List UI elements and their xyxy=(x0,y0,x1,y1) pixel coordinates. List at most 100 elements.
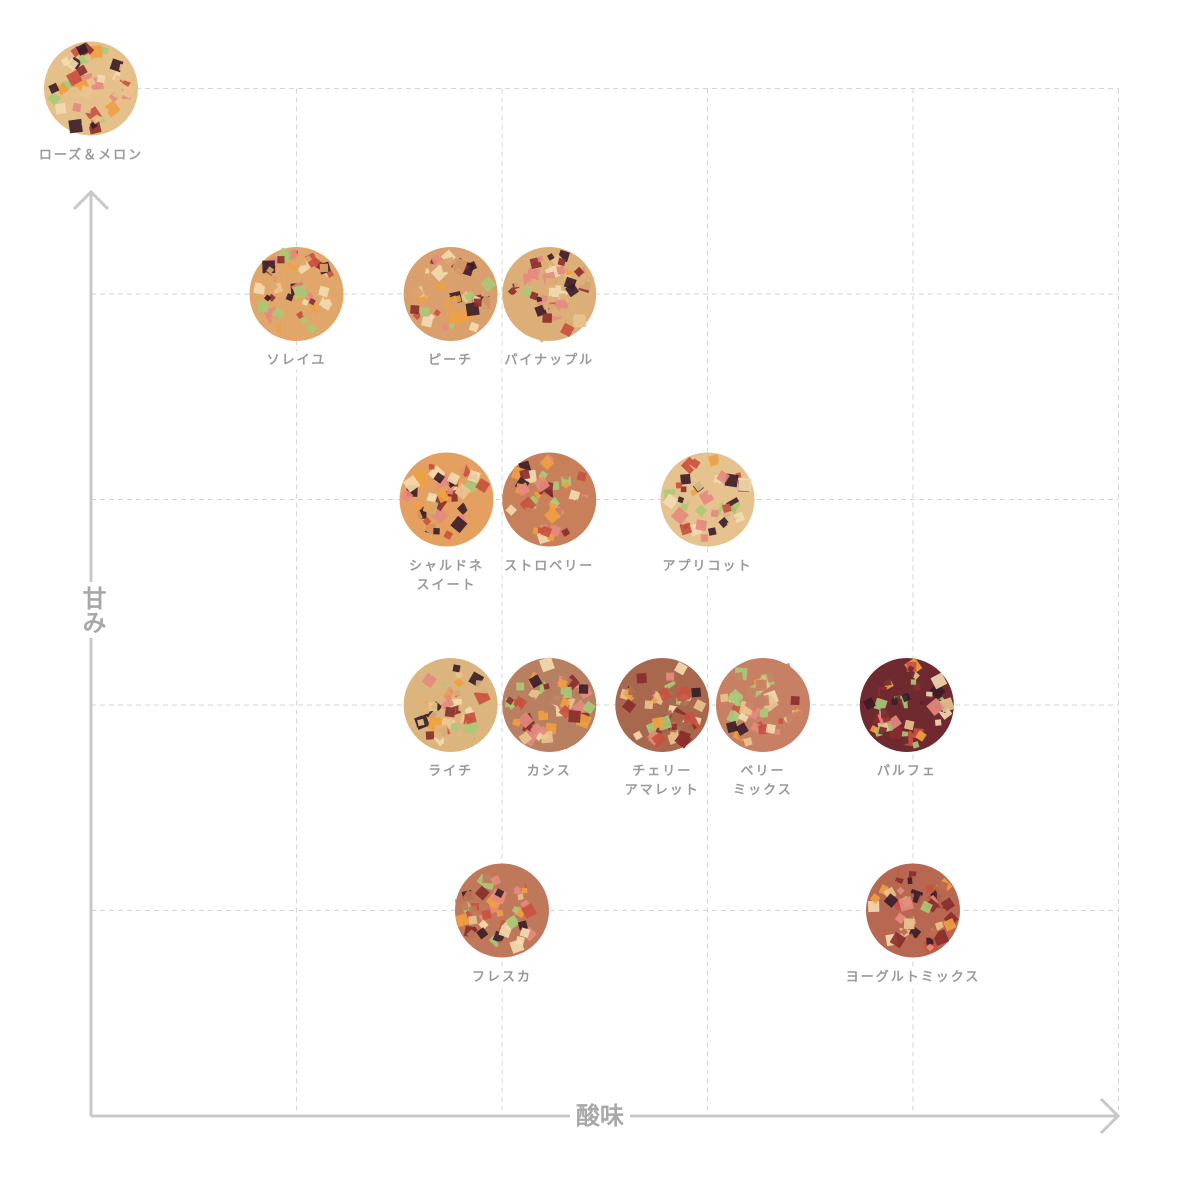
tea-fragment xyxy=(642,736,649,744)
tea-fragment xyxy=(881,713,892,723)
tea-fragment xyxy=(669,684,681,696)
tea-fragment xyxy=(68,118,83,134)
tea-fragment xyxy=(907,665,915,673)
tea-fragment xyxy=(914,716,926,728)
tea-fragment xyxy=(274,266,288,280)
tea-fragment xyxy=(290,321,305,336)
tea-fragment xyxy=(632,707,643,718)
tea-fragment xyxy=(266,266,275,275)
tea-fragment xyxy=(548,284,562,298)
tea-fragment xyxy=(474,885,490,901)
tea-fragment xyxy=(670,506,689,525)
tea-fragment xyxy=(296,310,305,320)
tea-fragment xyxy=(537,698,553,714)
tea-fragment xyxy=(517,299,529,310)
tea-fragment xyxy=(434,724,448,738)
tea-blend-label: シャルドネ スイート xyxy=(406,556,487,595)
tea-fragment xyxy=(86,76,96,87)
tea-fragment xyxy=(66,57,79,71)
tea-blend-point[interactable] xyxy=(454,863,549,958)
tea-fragment xyxy=(533,476,551,493)
tea-fragment xyxy=(440,257,456,273)
tea-fragment xyxy=(301,306,317,322)
tea-fragment xyxy=(417,265,427,275)
tea-blend-point[interactable] xyxy=(249,247,344,341)
tea-fragment xyxy=(710,509,719,518)
tea-fragment xyxy=(573,266,585,278)
tea-fragment xyxy=(887,715,902,730)
tea-fragment xyxy=(878,726,888,736)
tea-fragment xyxy=(742,496,752,506)
tea-fragment xyxy=(557,257,566,267)
tea-fragment xyxy=(275,324,284,332)
tea-fragment xyxy=(83,52,92,62)
tea-fragment xyxy=(424,690,433,699)
tea-fragment xyxy=(463,510,477,525)
tea-fragment xyxy=(282,313,290,322)
tea-fragment xyxy=(517,920,528,931)
tea-fragment xyxy=(444,273,458,287)
tea-blend-point[interactable] xyxy=(399,452,494,547)
tea-fragment xyxy=(565,283,580,298)
tea-fragment xyxy=(900,928,908,936)
tea-fragment xyxy=(480,276,497,293)
tea-fragment xyxy=(750,662,764,676)
tea-fragment xyxy=(463,496,480,513)
tea-fragment xyxy=(417,718,425,727)
tea-blend-point[interactable] xyxy=(502,656,597,752)
tea-fragment xyxy=(422,516,432,526)
tea-fragment xyxy=(54,102,67,115)
tea-blend-point[interactable] xyxy=(44,41,138,136)
tea-fragment xyxy=(717,457,726,466)
tea-fragment xyxy=(289,249,299,260)
tea-fragment xyxy=(651,716,664,729)
tea-fragment xyxy=(435,693,447,706)
tea-fragment xyxy=(446,471,461,486)
tea-blend-point[interactable] xyxy=(403,658,498,752)
tea-fragment xyxy=(707,519,719,531)
tea-fragment xyxy=(318,285,330,298)
tea-fragment xyxy=(454,457,466,469)
tea-blend-point[interactable] xyxy=(403,247,498,341)
tea-fragment xyxy=(444,706,456,718)
tea-blend-label: ストロベリー xyxy=(502,556,597,576)
tea-fragment xyxy=(496,909,504,917)
tea-fragment xyxy=(676,730,691,745)
tea-fragment xyxy=(536,296,543,303)
tea-fragment xyxy=(494,888,505,899)
tea-fragment xyxy=(669,471,682,485)
tea-fragment xyxy=(777,662,793,679)
tea-fragment xyxy=(568,710,581,723)
tea-fragment xyxy=(408,507,423,522)
tea-fragment xyxy=(422,500,437,514)
tea-blend-point[interactable] xyxy=(660,452,755,547)
tea-fragment xyxy=(545,722,557,735)
tea-fragment xyxy=(482,873,493,884)
tea-blend-point[interactable] xyxy=(615,658,710,752)
tea-fragment xyxy=(659,676,669,686)
tea-blend-point[interactable] xyxy=(859,657,955,752)
tea-blend-point[interactable] xyxy=(502,452,597,547)
tea-fragment xyxy=(544,507,561,524)
tea-fragment xyxy=(869,893,881,904)
tea-blend-point[interactable] xyxy=(715,658,810,752)
tea-fragment xyxy=(404,698,417,711)
tea-fragment xyxy=(716,470,730,484)
tea-fragment xyxy=(539,455,555,471)
tea-fragment xyxy=(66,69,83,87)
tea-fragment xyxy=(679,489,695,505)
tea-fragment xyxy=(516,682,525,691)
tea-blend-point[interactable] xyxy=(866,863,960,958)
tea-fragment xyxy=(903,918,915,930)
tea-blend-point[interactable] xyxy=(502,247,597,343)
tea-fragment xyxy=(540,525,553,538)
tea-fragment xyxy=(518,872,525,879)
tea-fragment xyxy=(428,702,438,712)
tea-fragment xyxy=(562,472,570,480)
tea-fragment xyxy=(475,478,491,494)
tea-fragment xyxy=(889,725,904,740)
tea-fragment xyxy=(726,688,745,707)
tea-fragment xyxy=(455,912,470,928)
tea-fragment xyxy=(926,937,934,945)
tea-fragment xyxy=(900,736,909,745)
